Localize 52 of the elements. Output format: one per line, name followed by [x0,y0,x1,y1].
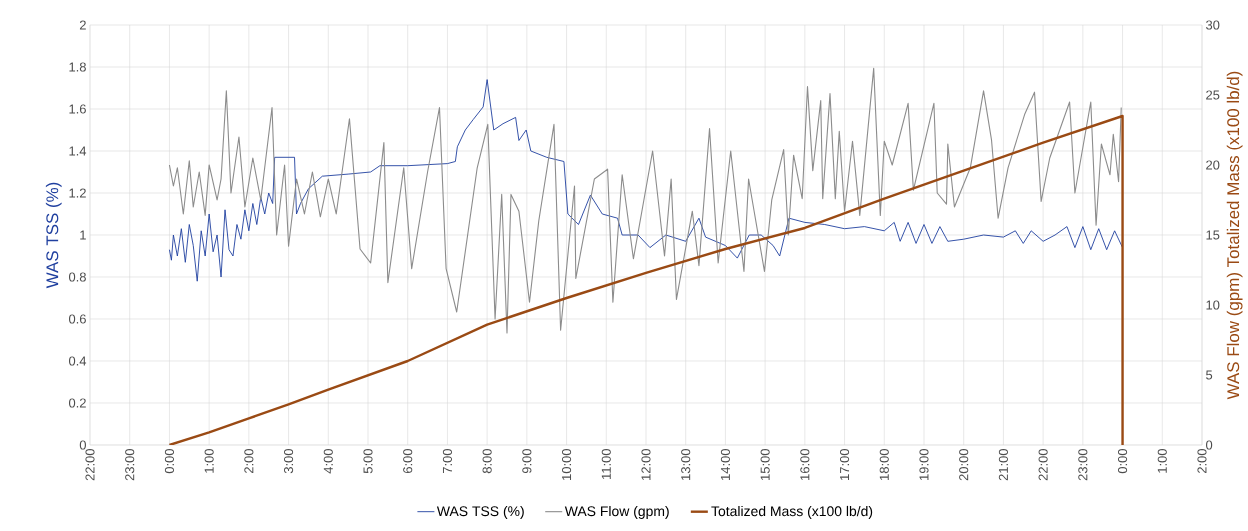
x-tick-label: 9:00 [522,449,532,474]
x-tick-label: 21:00 [998,449,1008,481]
x-tick-label: 11:00 [601,449,611,479]
y2-tick-label: 0 [1206,440,1213,450]
x-tick-label: 12:00 [641,449,651,480]
y-tick-label: 0.4 [68,356,87,366]
x-tick-label: 5:00 [363,449,373,474]
x-tick-label: 0:00 [164,449,175,474]
y2-tick-label: 25 [1206,90,1220,100]
x-tick-label: 2:00 [1197,449,1207,474]
x-tick-label: 23:00 [125,449,135,481]
y-tick-label: 1.4 [69,146,87,156]
x-tick-label: 15:00 [760,449,770,480]
x-tick-label: 10:00 [561,449,572,480]
x-tick-label: 3:00 [283,449,294,474]
y2-tick-label: 15 [1206,230,1220,240]
y-tick-label: 0.6 [68,314,86,324]
x-tick-label: 20:00 [959,449,969,481]
x-tick-label: 17:00 [839,449,850,480]
x-tick-label: 23:00 [1078,449,1088,481]
x-tick-label: 6:00 [403,449,413,474]
y-tick-label: 1.6 [69,104,86,114]
y2-tick-label: 5 [1206,370,1213,380]
x-tick-label: 1:00 [204,449,214,473]
x-tick-label: 13:00 [681,449,691,480]
x-tick-label: 22:00 [85,449,95,481]
y-tick-label: 2 [79,20,86,30]
y-tick-label: 1 [80,230,86,240]
x-tick-label: 4:00 [323,449,333,474]
y-axis-title: WAS TSS (%) [45,182,62,289]
x-tick-label: 16:00 [800,449,810,480]
y-tick-label: 1.8 [69,62,86,72]
x-tick-label: 7:00 [442,449,453,474]
y-tick-label: 1.2 [69,188,86,198]
x-tick-label: 0:00 [1117,449,1128,474]
y2-tick-label: 10 [1206,300,1220,310]
legend-label: WAS Flow (gpm) [564,505,669,519]
legend-label: Totalized Mass (x100 lb/d) [711,505,873,519]
y2-axis-title: WAS Flow (gpm) Totalized Mass (x100 lb/d) [1226,71,1243,400]
y-tick-label: 0.2 [68,398,86,408]
x-tick-label: 1:00 [1157,449,1167,473]
x-tick-label: 22:00 [1038,449,1048,481]
y-tick-label: 0 [79,440,86,450]
y2-tick-label: 30 [1206,20,1220,30]
x-tick-label: 8:00 [482,449,492,474]
y-tick-label: 0.8 [68,272,86,282]
y2-tick-label: 20 [1206,160,1220,170]
x-tick-label: 14:00 [720,449,730,480]
x-tick-label: 18:00 [879,449,889,480]
x-tick-label: 2:00 [244,449,254,474]
x-tick-label: 19:00 [919,449,929,480]
legend-label: WAS TSS (%) [436,505,524,519]
